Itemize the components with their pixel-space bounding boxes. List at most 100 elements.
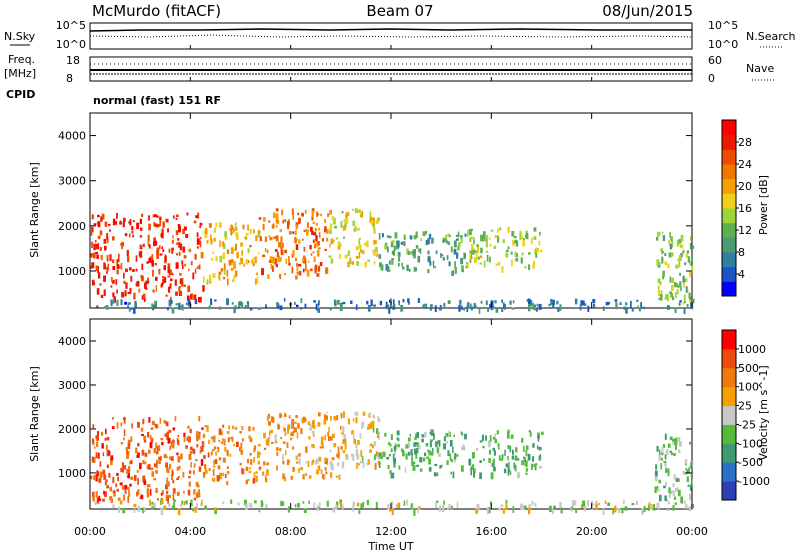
echo-cell: [236, 251, 239, 259]
echo-cell: [95, 265, 99, 272]
echo-cell: [155, 459, 158, 464]
echo-cell: [183, 500, 186, 506]
echo-cell: [234, 426, 238, 430]
echo-cell: [135, 255, 138, 262]
echo-cell: [150, 427, 154, 430]
echo-cell: [149, 499, 151, 506]
echo-cell: [258, 307, 261, 310]
echo-cell: [362, 501, 365, 508]
echo-cell: [255, 272, 259, 276]
echo-cell: [170, 440, 174, 448]
echo-cell: [362, 461, 365, 469]
echo-cell: [315, 235, 318, 242]
echo-cell: [384, 244, 387, 250]
echo-cell: [93, 446, 96, 449]
echo-cell: [307, 460, 310, 468]
echo-cell: [431, 237, 434, 244]
echo-cell: [551, 508, 554, 515]
echo-cell: [679, 281, 682, 288]
echo-cell: [111, 279, 115, 284]
echo-cell: [188, 268, 190, 272]
echo-cell: [245, 259, 248, 265]
echo-cell: [292, 250, 295, 257]
xtick-label: 00:00: [676, 525, 708, 538]
echo-cell: [210, 234, 212, 240]
echo-cell: [326, 411, 328, 414]
echo-cell: [507, 466, 510, 474]
echo-cell: [304, 303, 307, 308]
echo-cell: [464, 253, 466, 258]
echo-cell: [679, 300, 682, 303]
echo-cell: [689, 296, 692, 302]
echo-cell: [139, 250, 143, 258]
echo-cell: [337, 452, 340, 459]
echo-cell: [329, 307, 332, 311]
echo-cell: [241, 426, 244, 431]
echo-cell: [395, 503, 399, 508]
echo-cell: [461, 265, 464, 271]
echo-cell: [387, 266, 390, 273]
echo-cell: [510, 434, 514, 439]
echo-cell: [571, 500, 574, 507]
echo-cell: [517, 458, 520, 461]
echo-cell: [200, 459, 204, 466]
echo-cell: [376, 253, 379, 257]
echo-cell: [106, 270, 108, 274]
echo-cell: [204, 469, 208, 475]
echo-cell: [278, 241, 281, 248]
echo-cell: [439, 465, 442, 469]
echo-cell: [252, 257, 254, 265]
echo-cell: [392, 453, 395, 461]
echo-cell: [355, 411, 359, 416]
echo-cell: [156, 252, 159, 259]
echo-cell: [93, 475, 97, 480]
echo-cell: [92, 491, 95, 498]
echo-cell: [671, 279, 674, 283]
echo-cell: [319, 262, 323, 266]
echo-cell: [230, 230, 233, 236]
echo-cell: [436, 500, 439, 503]
echo-cell: [389, 508, 392, 512]
echo-cell: [525, 445, 529, 451]
echo-cell: [187, 489, 191, 496]
echo-cell: [415, 231, 418, 239]
echo-cell: [458, 242, 461, 248]
echo-cell: [284, 219, 287, 223]
echo-cell: [670, 236, 673, 242]
echo-cell: [329, 243, 331, 248]
echo-cell: [678, 302, 681, 306]
echo-cell: [199, 236, 202, 240]
echo-cell: [274, 440, 278, 444]
echo-cell: [341, 211, 344, 214]
echo-cell: [397, 444, 400, 448]
echo-cell: [494, 440, 497, 444]
echo-cell: [440, 254, 444, 257]
echo-cell: [249, 308, 253, 311]
echo-cell: [266, 462, 269, 466]
echo-cell: [688, 506, 691, 512]
echo-cell: [413, 266, 416, 272]
echo-cell: [475, 508, 478, 514]
echo-cell: [277, 255, 280, 262]
echo-cell: [210, 238, 213, 245]
echo-cell: [193, 463, 196, 468]
echo-cell: [343, 225, 346, 231]
echo-cell: [669, 232, 671, 238]
echo-cell: [195, 459, 198, 462]
echo-cell: [350, 300, 353, 304]
echo-cell: [511, 231, 515, 237]
echo-cell: [271, 416, 273, 422]
echo-cell: [237, 502, 240, 506]
echo-cell: [490, 229, 494, 232]
echo-cell: [285, 258, 288, 265]
echo-cell: [275, 213, 279, 220]
echo-cell: [245, 466, 249, 471]
echo-cell: [324, 414, 326, 420]
echo-cell: [582, 300, 585, 306]
echo-cell: [103, 264, 106, 269]
echo-cell: [232, 231, 234, 234]
echo-cell: [536, 445, 539, 450]
echo-cell: [670, 293, 673, 298]
echo-cell: [487, 506, 491, 514]
echo-cell: [163, 277, 167, 283]
